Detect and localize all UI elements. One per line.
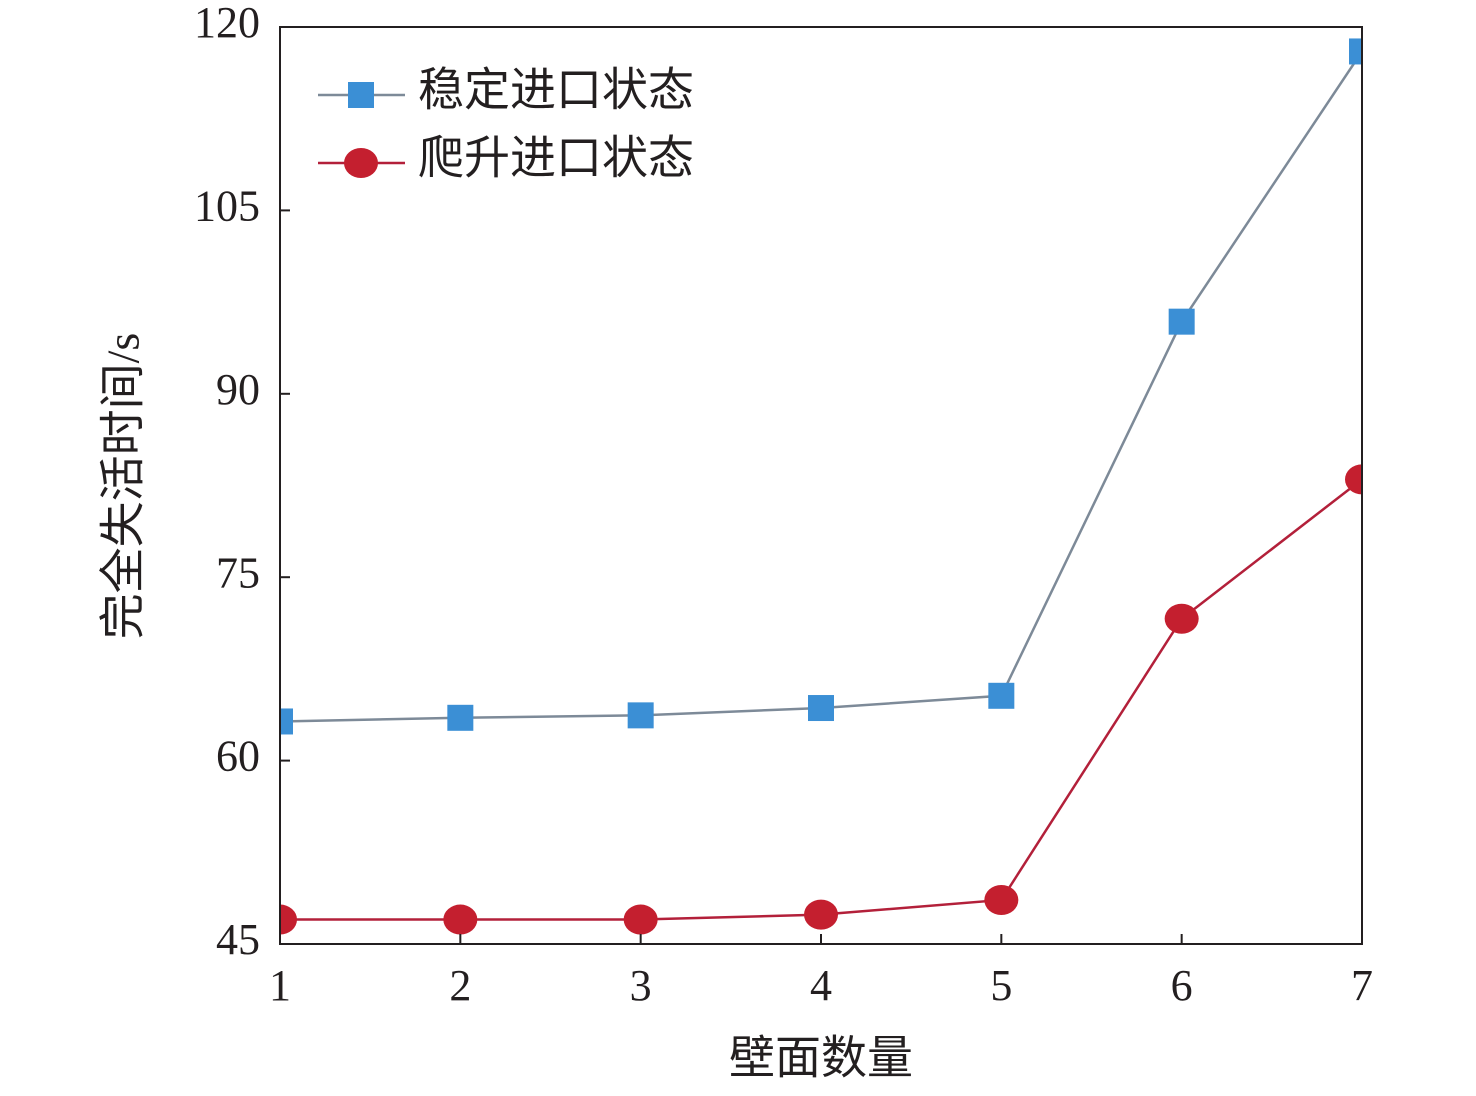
marker [627, 702, 654, 729]
y-tick-label: 105 [194, 181, 260, 230]
legend-marker [348, 82, 374, 108]
y-axis-title: 完全失活时间/s [98, 333, 149, 640]
y-tick-label: 90 [216, 365, 260, 414]
x-tick-label: 4 [810, 961, 832, 1010]
legend-label: 稳定进口状态 [418, 65, 694, 116]
marker [443, 904, 478, 935]
x-tick-label: 2 [449, 961, 471, 1010]
legend-marker [344, 148, 378, 178]
marker [447, 704, 474, 731]
marker [1349, 38, 1362, 65]
legend-label: 爬升进口状态 [418, 133, 694, 184]
marker [1168, 308, 1195, 335]
marker [280, 904, 297, 935]
x-tick-label: 7 [1351, 961, 1373, 1010]
x-tick-label: 6 [1171, 961, 1193, 1010]
marker [1164, 603, 1199, 634]
y-tick-label: 60 [216, 732, 260, 781]
y-tick-label: 45 [216, 915, 260, 964]
marker [808, 695, 834, 722]
x-tick-label: 5 [990, 961, 1012, 1010]
marker [623, 904, 658, 935]
marker [1345, 464, 1362, 495]
x-axis-title: 壁面数量 [729, 1033, 913, 1084]
y-tick-label: 120 [194, 0, 260, 47]
x-tick-label: 1 [269, 961, 291, 1010]
marker [984, 884, 1019, 915]
plot-area [280, 38, 1362, 935]
x-tick-label: 3 [630, 961, 652, 1010]
marker [988, 682, 1015, 709]
marker [280, 708, 293, 735]
marker [804, 899, 838, 930]
y-tick-label: 75 [216, 548, 260, 597]
